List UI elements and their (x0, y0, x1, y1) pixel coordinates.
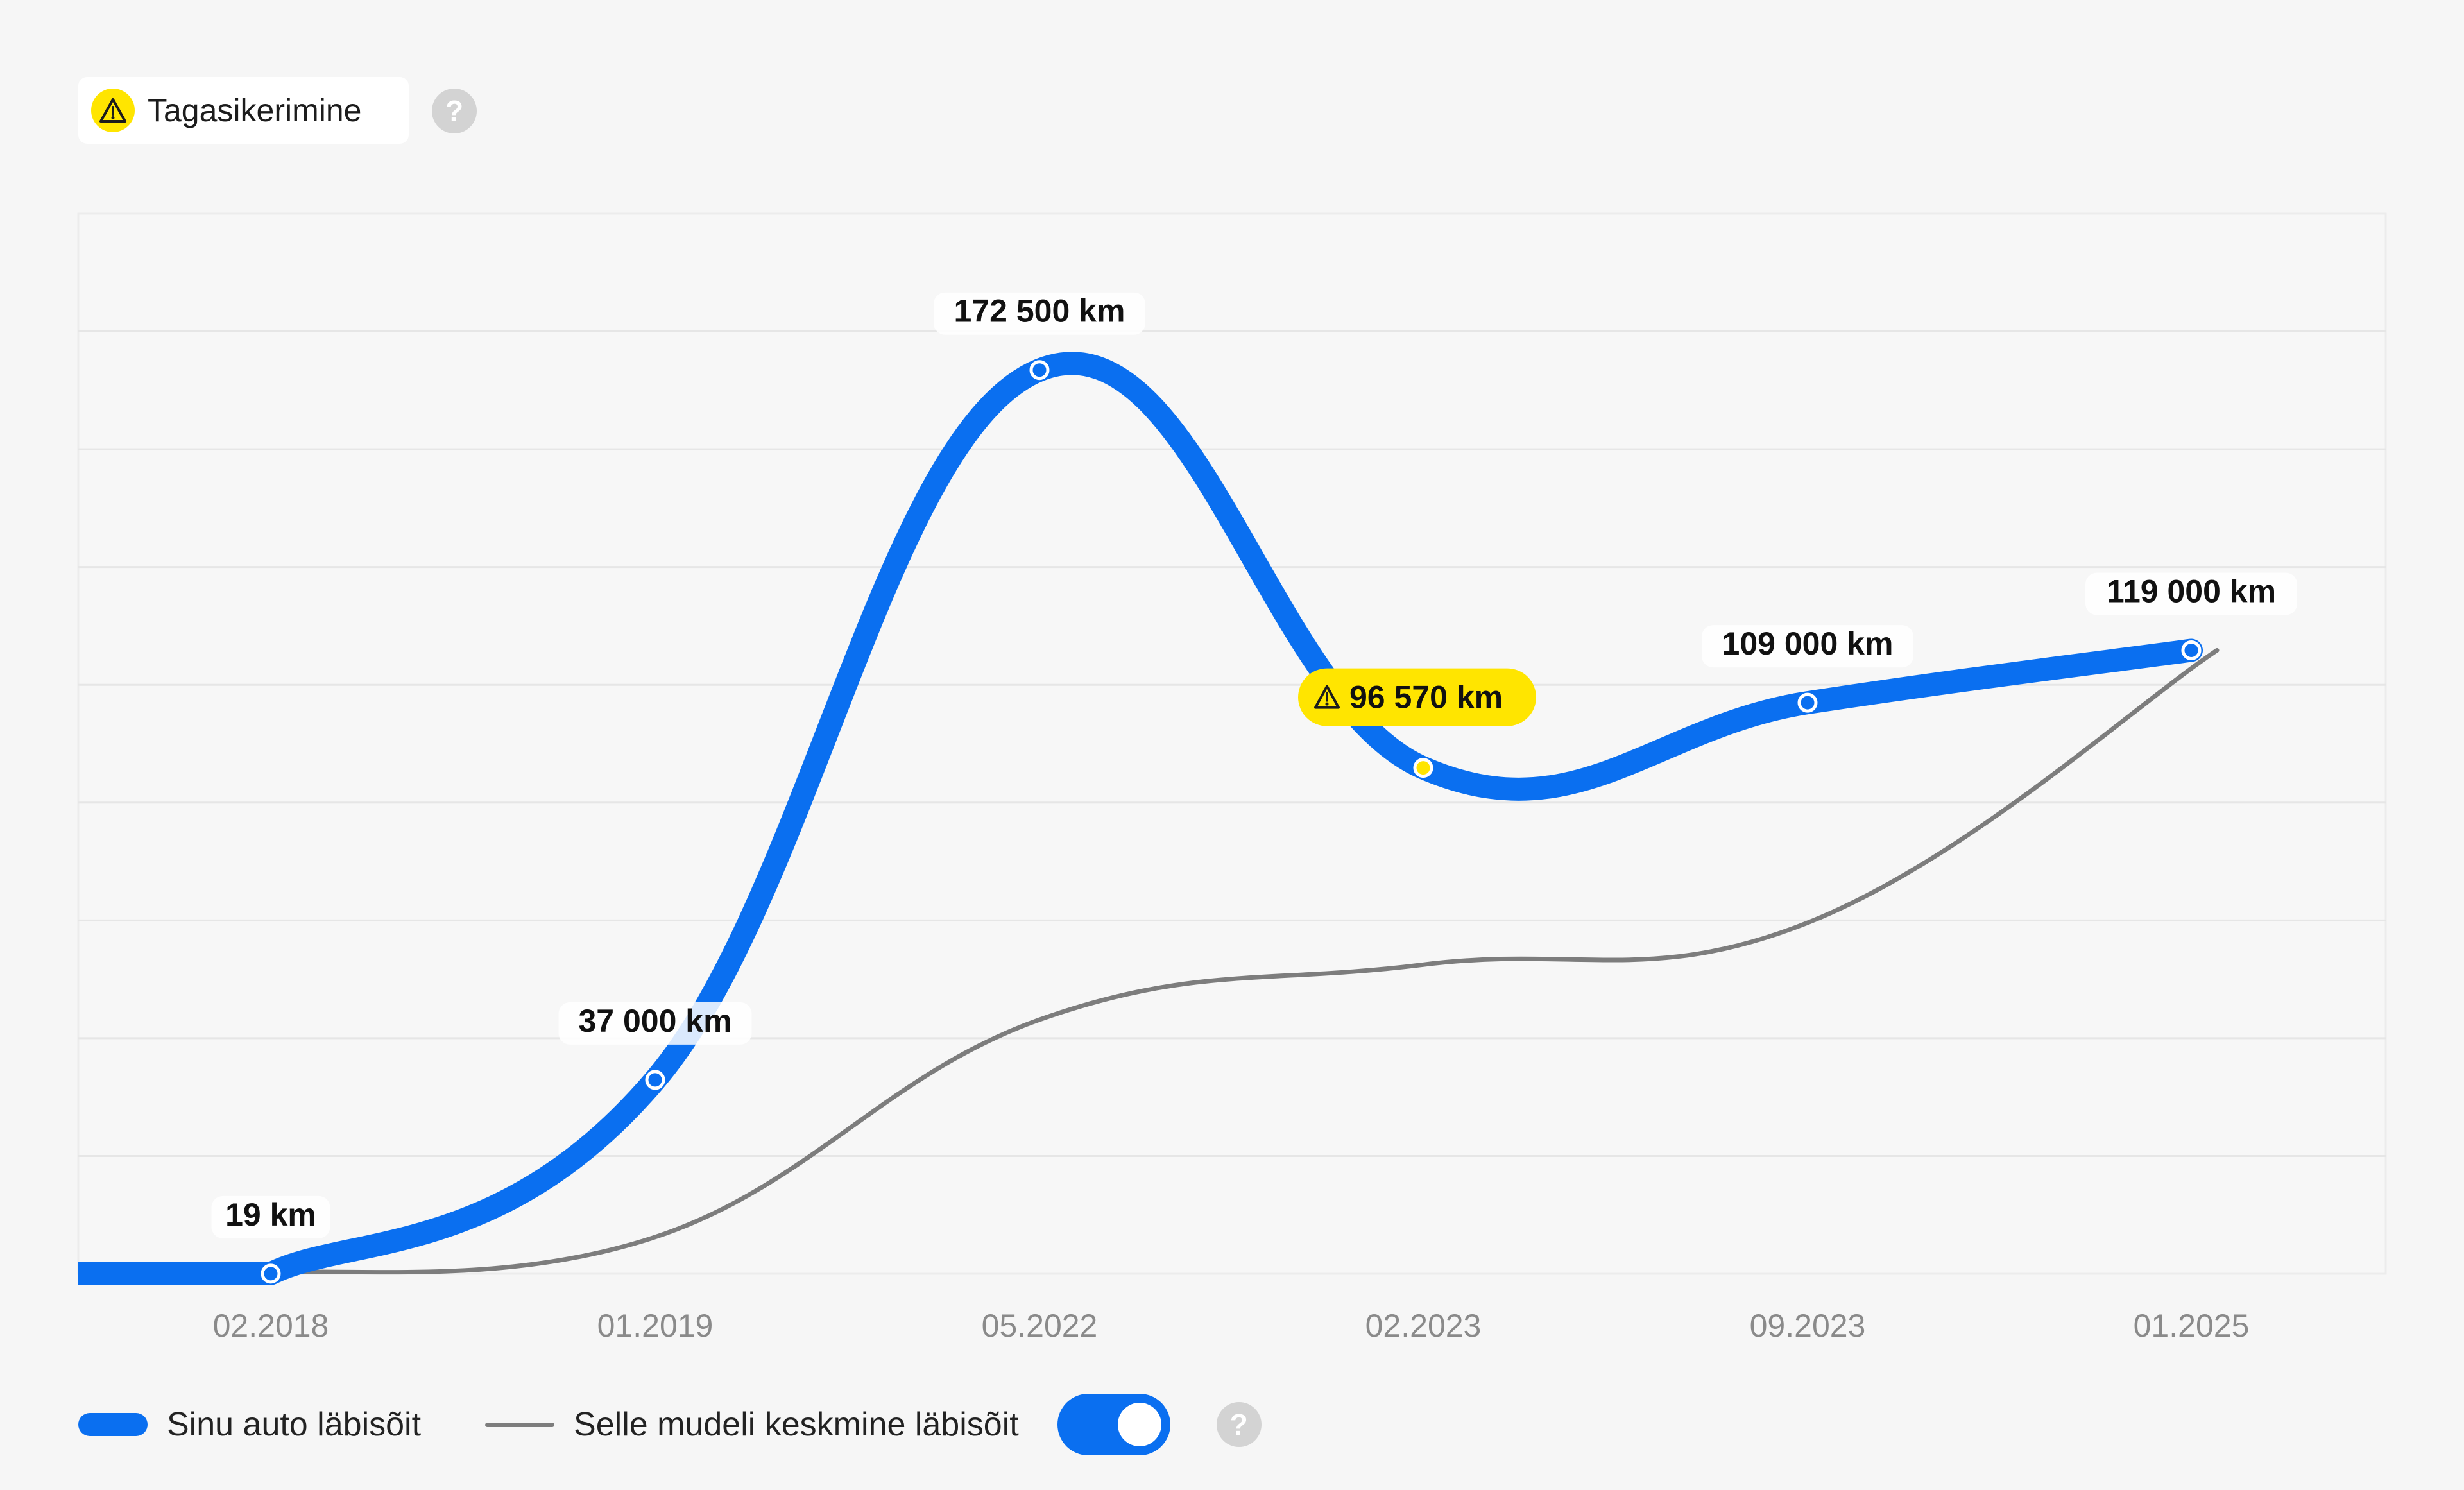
data-point-marker (1029, 360, 1050, 381)
data-value-label: 119 000 km (2107, 573, 2276, 609)
x-tick-label: 05.2022 (982, 1308, 1098, 1344)
data-value-label: 172 500 km (954, 293, 1125, 329)
data-point-marker (1797, 692, 1818, 713)
data-label-bg (211, 1195, 330, 1238)
data-value-label: 19 km (225, 1197, 316, 1233)
data-point-marker (261, 1263, 281, 1284)
x-tick-label: 01.2025 (2134, 1308, 2250, 1344)
warning-triangle-icon (1314, 685, 1340, 709)
legend-help-icon[interactable]: ? (1216, 1402, 1262, 1447)
data-label-bg (934, 292, 1145, 335)
average-line-toggle[interactable] (1057, 1394, 1170, 1455)
rollback-warning-badge: Tagasikerimine (78, 77, 409, 144)
x-tick-label: 02.2023 (1365, 1308, 1482, 1344)
legend-label-own: Sinu auto läbisõit (167, 1406, 422, 1443)
x-tick-label: 02.2018 (213, 1308, 329, 1344)
help-icon[interactable]: ? (432, 89, 477, 133)
warning-badge-label: Tagasikerimine (148, 92, 362, 128)
data-value-label: 37 000 km (578, 1003, 732, 1039)
flagged-value-pill (1298, 668, 1536, 726)
x-tick-label: 09.2023 (1750, 1308, 1866, 1344)
data-value-label: 109 000 km (1722, 626, 1894, 662)
average-mileage-line (268, 647, 2220, 1276)
x-tick-label: 01.2019 (597, 1308, 714, 1344)
data-label-bg (2085, 572, 2297, 615)
chart-legend: Sinu auto läbisõit Selle mudeli keskmine… (78, 1392, 1262, 1457)
data-point-marker (1413, 758, 1433, 778)
data-point-marker (2181, 640, 2202, 660)
plot-area (77, 212, 2387, 1275)
data-value-label: 96 570 km (1349, 680, 1503, 715)
warning-triangle-icon (91, 89, 135, 132)
toggle-knob (1117, 1403, 1161, 1446)
data-label-bg (1702, 625, 1913, 668)
legend-label-average: Selle mudeli keskmine läbisõit (574, 1406, 1019, 1443)
data-point-marker (645, 1070, 665, 1090)
legend-swatch-own (78, 1413, 148, 1436)
legend-swatch-average (485, 1422, 555, 1427)
data-label-bg (558, 1002, 752, 1045)
